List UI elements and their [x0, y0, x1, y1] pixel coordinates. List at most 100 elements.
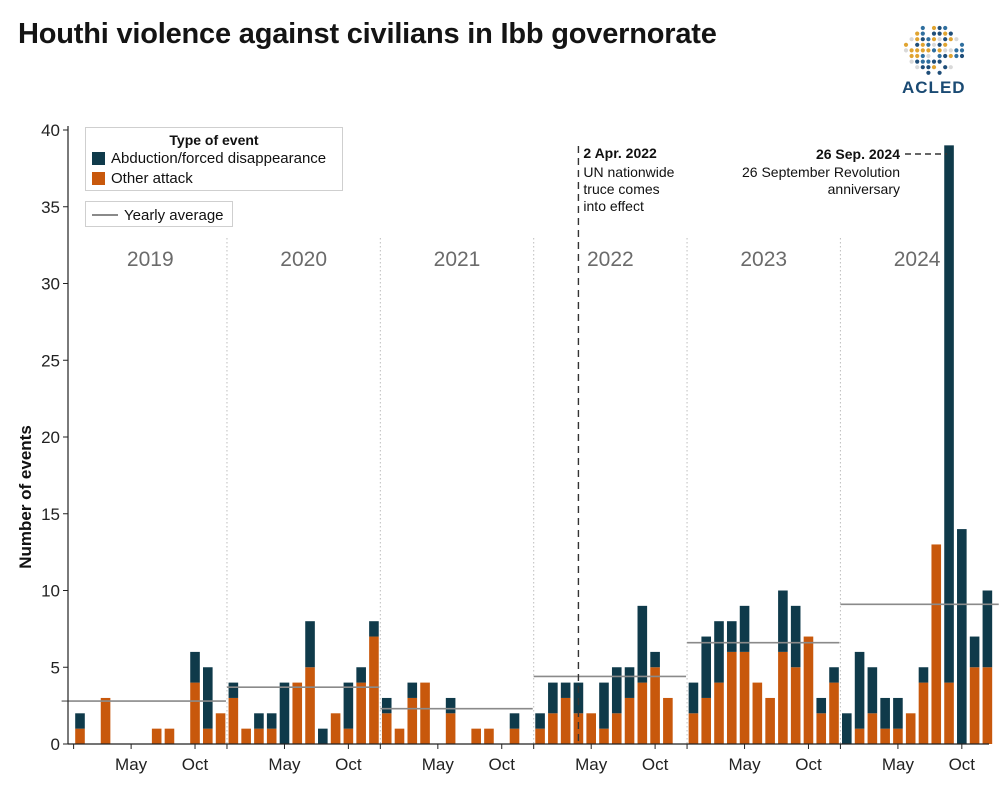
year-label-2024: 2024 — [894, 248, 941, 271]
bar-abduction-2023-3 — [714, 621, 724, 683]
bar-other-2021-4 — [420, 682, 430, 744]
bar-abduction-2024-9 — [944, 145, 954, 683]
logo-dot — [909, 59, 914, 64]
bar-other-2023-4 — [726, 651, 737, 744]
bar-abduction-2022-6 — [599, 682, 609, 729]
bar-other-2021-6 — [445, 713, 456, 744]
bar-abduction-2023-11 — [816, 697, 827, 714]
bar-abduction-2024-11 — [969, 636, 980, 668]
y-tick-label-25: 25 — [41, 351, 60, 370]
bar-other-2022-10 — [650, 667, 660, 744]
bar-abduction-2022-3 — [560, 682, 571, 698]
logo-dot — [915, 53, 920, 59]
logo-dot — [920, 25, 925, 31]
bar-abduction-2020-12 — [369, 621, 379, 637]
logo-dot — [931, 37, 937, 42]
bar-other-2023-7 — [765, 697, 775, 744]
bar-other-2022-5 — [586, 713, 596, 744]
legend-label-abduction: Abduction/forced disappearance — [111, 149, 327, 167]
bar-other-2020-1 — [228, 697, 239, 744]
x-tick-label-2019-may: May — [115, 755, 148, 774]
bar-abduction-2021-1 — [381, 697, 392, 714]
chart-title: Houthi violence against civilians in Ibb… — [18, 18, 717, 50]
bar-abduction-2022-1 — [535, 713, 545, 729]
logo-dot — [926, 42, 931, 47]
year-label-2022: 2022 — [587, 248, 634, 271]
bar-other-2023-11 — [816, 713, 827, 744]
annotation-revolution-text-0: 26 September Revolution — [742, 164, 900, 180]
y-tick-label-40: 40 — [41, 121, 60, 140]
bar-abduction-2022-4 — [573, 682, 584, 714]
logo-dot — [937, 59, 942, 64]
x-tick-label-2021-may: May — [422, 755, 455, 774]
bar-abduction-2024-10 — [957, 529, 967, 744]
logo-dot — [937, 53, 942, 59]
logo-dot — [926, 65, 931, 70]
y-tick-label-30: 30 — [41, 275, 60, 294]
logo-dot — [920, 48, 925, 53]
bar-abduction-2022-2 — [548, 682, 558, 714]
y-axis-title: Number of events — [16, 425, 35, 569]
logo-dot — [920, 53, 925, 59]
logo-dot — [920, 59, 925, 64]
bar-other-2020-9 — [330, 713, 341, 744]
bar-other-2022-1 — [535, 728, 545, 744]
year-label-2019: 2019 — [127, 248, 174, 271]
bar-other-2022-11 — [663, 697, 673, 744]
year-label-2020: 2020 — [280, 248, 327, 271]
bar-other-2023-2 — [701, 697, 712, 744]
bar-other-2020-11 — [356, 682, 366, 744]
annotation-truce-text-1: truce comes — [583, 181, 659, 197]
bar-abduction-2020-3 — [254, 713, 264, 729]
logo-dot — [915, 37, 920, 42]
bar-other-2020-3 — [254, 728, 264, 744]
logo-dot — [948, 31, 953, 36]
logo-dot — [948, 48, 953, 53]
logo-dot — [943, 42, 948, 47]
bar-other-2022-9 — [637, 682, 648, 744]
y-tick-label-35: 35 — [41, 198, 60, 217]
logo-dot — [943, 25, 948, 31]
bar-abduction-2024-4 — [880, 697, 890, 729]
logo-dot — [926, 59, 931, 64]
bar-abduction-2024-12 — [982, 590, 993, 668]
bar-abduction-2024-1 — [842, 713, 852, 744]
y-tick-label-20: 20 — [41, 428, 60, 447]
bar-abduction-2019-11 — [203, 667, 213, 729]
bar-other-2023-8 — [778, 651, 788, 744]
logo-dot — [926, 37, 931, 42]
bar-other-2023-10 — [803, 636, 814, 744]
legend-label-yearly-average: Yearly average — [124, 206, 224, 224]
logo-dot — [959, 42, 965, 47]
bar-other-2024-8 — [931, 544, 942, 744]
bar-other-2020-7 — [305, 667, 315, 744]
bar-abduction-2021-6 — [445, 697, 456, 714]
bar-other-2019-11 — [203, 728, 213, 744]
logo-dot — [959, 53, 965, 59]
bar-abduction-2020-10 — [343, 682, 354, 729]
logo-dot — [943, 53, 948, 59]
logo-dot — [937, 25, 942, 31]
bar-abduction-2020-4 — [266, 713, 277, 729]
bar-abduction-2019-10 — [190, 651, 200, 683]
logo-dot — [931, 42, 937, 47]
bar-other-2021-2 — [394, 728, 405, 744]
logo-dot — [937, 48, 942, 53]
logo-dot — [943, 65, 948, 70]
legend-label-other-attack: Other attack — [111, 169, 193, 187]
logo-dot — [931, 31, 937, 36]
logo-dot — [903, 42, 909, 47]
bar-other-2019-8 — [164, 728, 175, 744]
bar-other-2023-3 — [714, 682, 724, 744]
logo-dot — [948, 53, 953, 59]
bar-abduction-2023-4 — [726, 621, 737, 652]
logo-dot — [931, 48, 937, 53]
logo-dot — [937, 42, 942, 47]
bar-other-2020-4 — [266, 728, 277, 744]
logo-dot — [915, 42, 920, 47]
bar-other-2024-11 — [969, 667, 980, 744]
x-tick-label-2024-may: May — [882, 755, 915, 774]
bar-abduction-2021-11 — [509, 713, 520, 729]
bar-other-2021-1 — [381, 713, 392, 744]
